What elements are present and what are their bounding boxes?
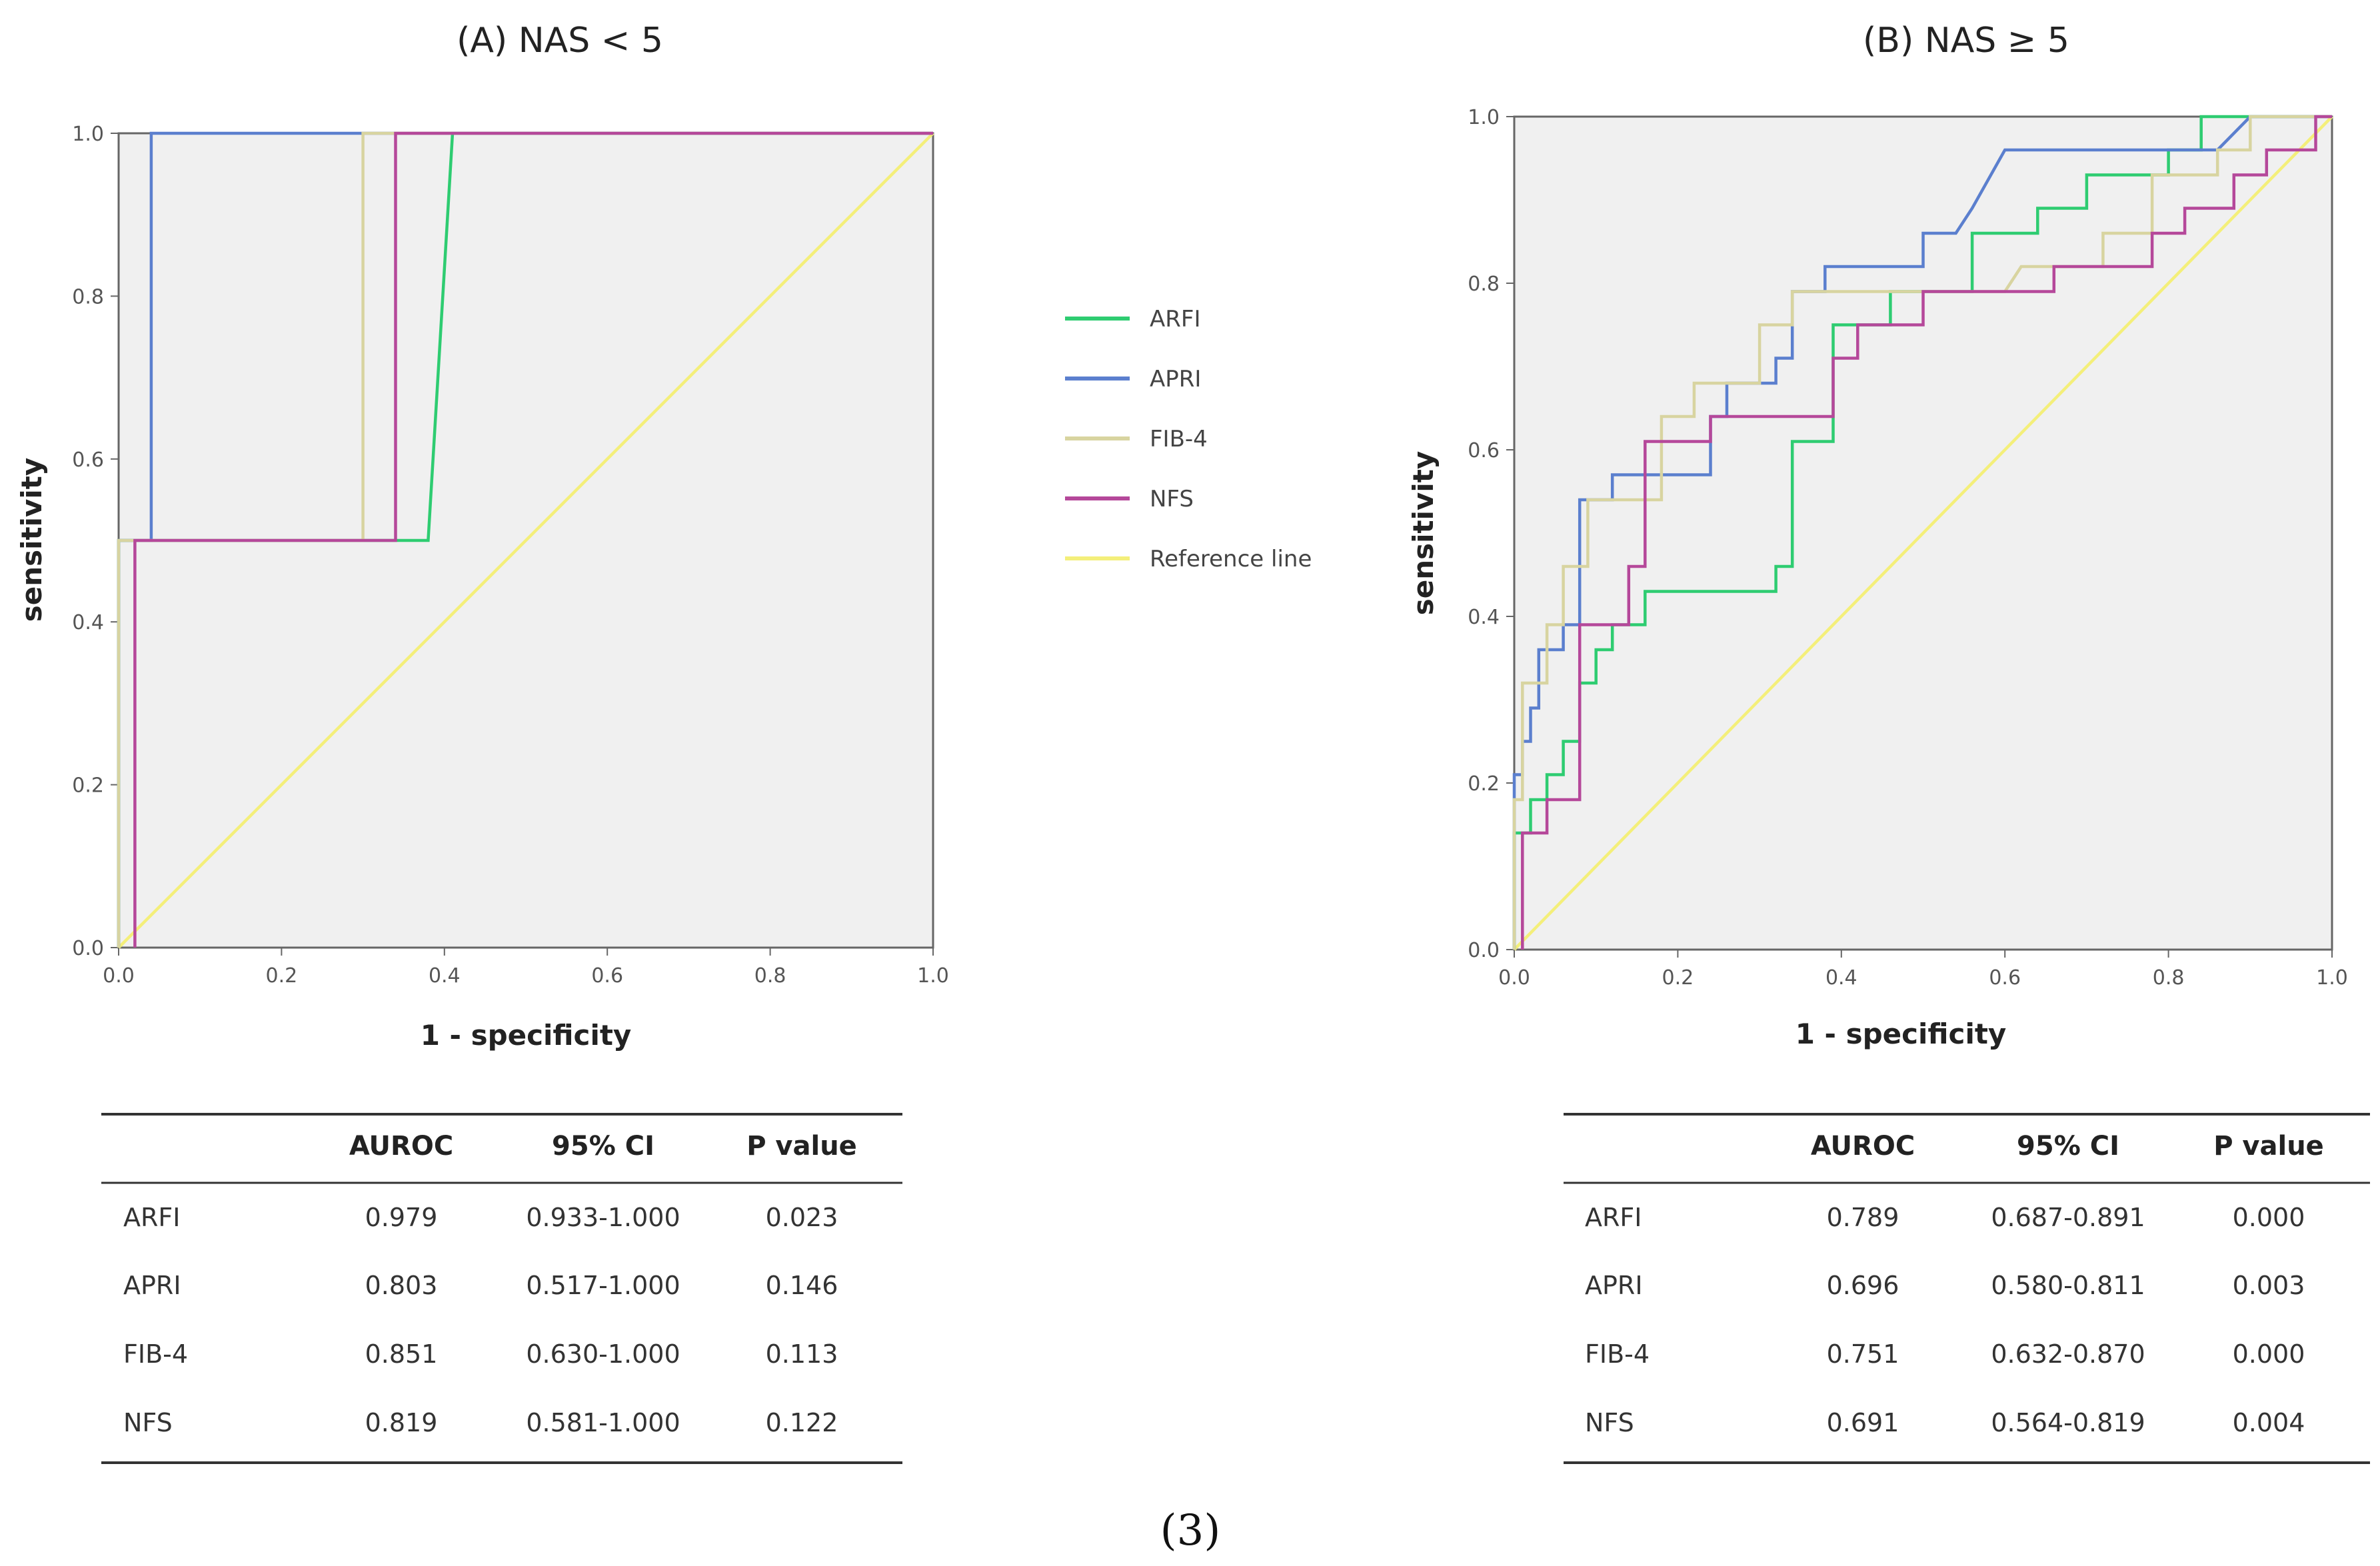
table-cell: 0.122 (766, 1408, 838, 1437)
x-axis-label: 1 - specificity (1795, 1018, 2007, 1050)
y-tick-label: 0.8 (1468, 273, 1500, 296)
panel-b: (B) NAS ≥ 5 0.0 0.2 0.4 0.6 0.8 1.0 0.0 0.2 0.4 0.… (1407, 21, 2370, 1464)
y-tick-label: 1.0 (1468, 106, 1500, 129)
table-cell: 0.751 (1827, 1339, 1899, 1369)
table-cell: 0.581-1.000 (526, 1408, 680, 1437)
table-header-cell: AUROC (349, 1131, 453, 1162)
x-tick-label: 0.4 (1825, 966, 1857, 990)
table-row-label: ARFI (1585, 1203, 1642, 1232)
roc-curve-arfi (1512, 115, 2332, 950)
table-row-label: FIB-4 (123, 1339, 188, 1369)
figure-caption: (3) (1160, 1506, 1221, 1555)
roc-curve-reference-line (117, 132, 934, 949)
x-axis-label: 1 - specificity (421, 1019, 632, 1052)
table-cell: 0.789 (1827, 1203, 1899, 1232)
table-cell: 0.696 (1827, 1271, 1899, 1300)
table-row-label: NFS (1585, 1408, 1634, 1437)
table-header-cell: 95% CI (552, 1131, 654, 1162)
chart-title: (A) NAS < 5 (457, 21, 663, 61)
y-tick-label: 0.4 (1468, 606, 1500, 629)
y-axis-label: sensitivity (15, 458, 48, 622)
x-tick-label: 0.0 (103, 964, 135, 988)
legend: ARFI APRI FIB-4 NFS Reference line (1065, 306, 1312, 572)
chart-title: (B) NAS ≥ 5 (1863, 21, 2069, 61)
table-row-label: ARFI (123, 1203, 180, 1232)
x-tick-label: 0.4 (429, 964, 461, 988)
table-cell: 0.851 (365, 1339, 438, 1369)
y-tick-label: 0.8 (72, 285, 104, 309)
x-tick-label: 0.0 (1498, 966, 1530, 990)
table-row-label: APRI (1585, 1271, 1643, 1300)
x-tick-label: 0.6 (591, 964, 623, 988)
x-tick-label: 1.0 (917, 964, 949, 988)
table-cell: 0.113 (766, 1339, 838, 1369)
legend-label: ARFI (1150, 306, 1200, 333)
table-cell: 0.630-1.000 (526, 1339, 680, 1369)
table-row-label: NFS (123, 1408, 173, 1437)
roc-curve-reference-line (1513, 115, 2333, 951)
table-cell: 0.687-0.891 (1991, 1203, 2145, 1232)
y-tick-label: 1.0 (72, 123, 104, 146)
table-cell: 0.517-1.000 (526, 1271, 680, 1300)
table-cell: 0.023 (766, 1203, 838, 1232)
x-tick-label: 0.2 (266, 964, 298, 988)
y-tick-label: 0.6 (72, 448, 104, 472)
roc-curve-nfs (1521, 115, 2332, 950)
table-cell: 0.803 (365, 1271, 438, 1300)
y-axis-label: sensitivity (1407, 451, 1440, 615)
table-cell: 0.979 (365, 1203, 438, 1232)
y-tick-label: 0.0 (72, 937, 104, 960)
y-tick-label: 0.2 (72, 774, 104, 798)
table-cell: 0.004 (2233, 1408, 2305, 1437)
table-cell: 0.933-1.000 (526, 1203, 680, 1232)
table-cell: 0.000 (2233, 1203, 2305, 1232)
legend-label: NFS (1150, 486, 1194, 512)
x-tick-label: 0.8 (754, 964, 786, 988)
table-cell: 0.000 (2233, 1339, 2305, 1369)
table-row-label: FIB-4 (1585, 1339, 1650, 1369)
table-cell: 0.632-0.870 (1991, 1339, 2145, 1369)
roc-curve-nfs (133, 131, 933, 948)
table-cell: 0.691 (1827, 1408, 1899, 1437)
table-cell: 0.146 (766, 1271, 838, 1300)
x-tick-label: 0.2 (1662, 966, 1694, 990)
legend-label: FIB-4 (1150, 426, 1208, 452)
table-header-cell: AUROC (1811, 1131, 1915, 1162)
roc-curve-fib-4 (1512, 115, 2332, 950)
table-cell: 0.580-0.811 (1991, 1271, 2145, 1300)
y-tick-label: 0.6 (1468, 439, 1500, 462)
y-tick-label: 0.4 (72, 611, 104, 634)
x-tick-label: 0.8 (2153, 966, 2185, 990)
table-row-label: APRI (123, 1271, 181, 1300)
panel-a: (A) NAS < 5 0.0 0.2 0.4 0.6 0.8 1.0 0.0 0.2 0.4 0.… (15, 21, 949, 1464)
legend-label: Reference line (1150, 546, 1312, 572)
table-cell: 0.819 (365, 1408, 438, 1437)
table-cell: 0.003 (2233, 1271, 2305, 1300)
y-tick-label: 0.2 (1468, 772, 1500, 796)
table-header-cell: 95% CI (2017, 1131, 2119, 1162)
x-tick-label: 1.0 (2316, 966, 2348, 990)
x-tick-label: 0.6 (1989, 966, 2021, 990)
legend-label: APRI (1150, 366, 1201, 392)
y-tick-label: 0.0 (1468, 939, 1500, 962)
table-header-cell: P value (746, 1131, 857, 1162)
table-cell: 0.564-0.819 (1991, 1408, 2145, 1437)
table-header-cell: P value (2213, 1131, 2324, 1162)
